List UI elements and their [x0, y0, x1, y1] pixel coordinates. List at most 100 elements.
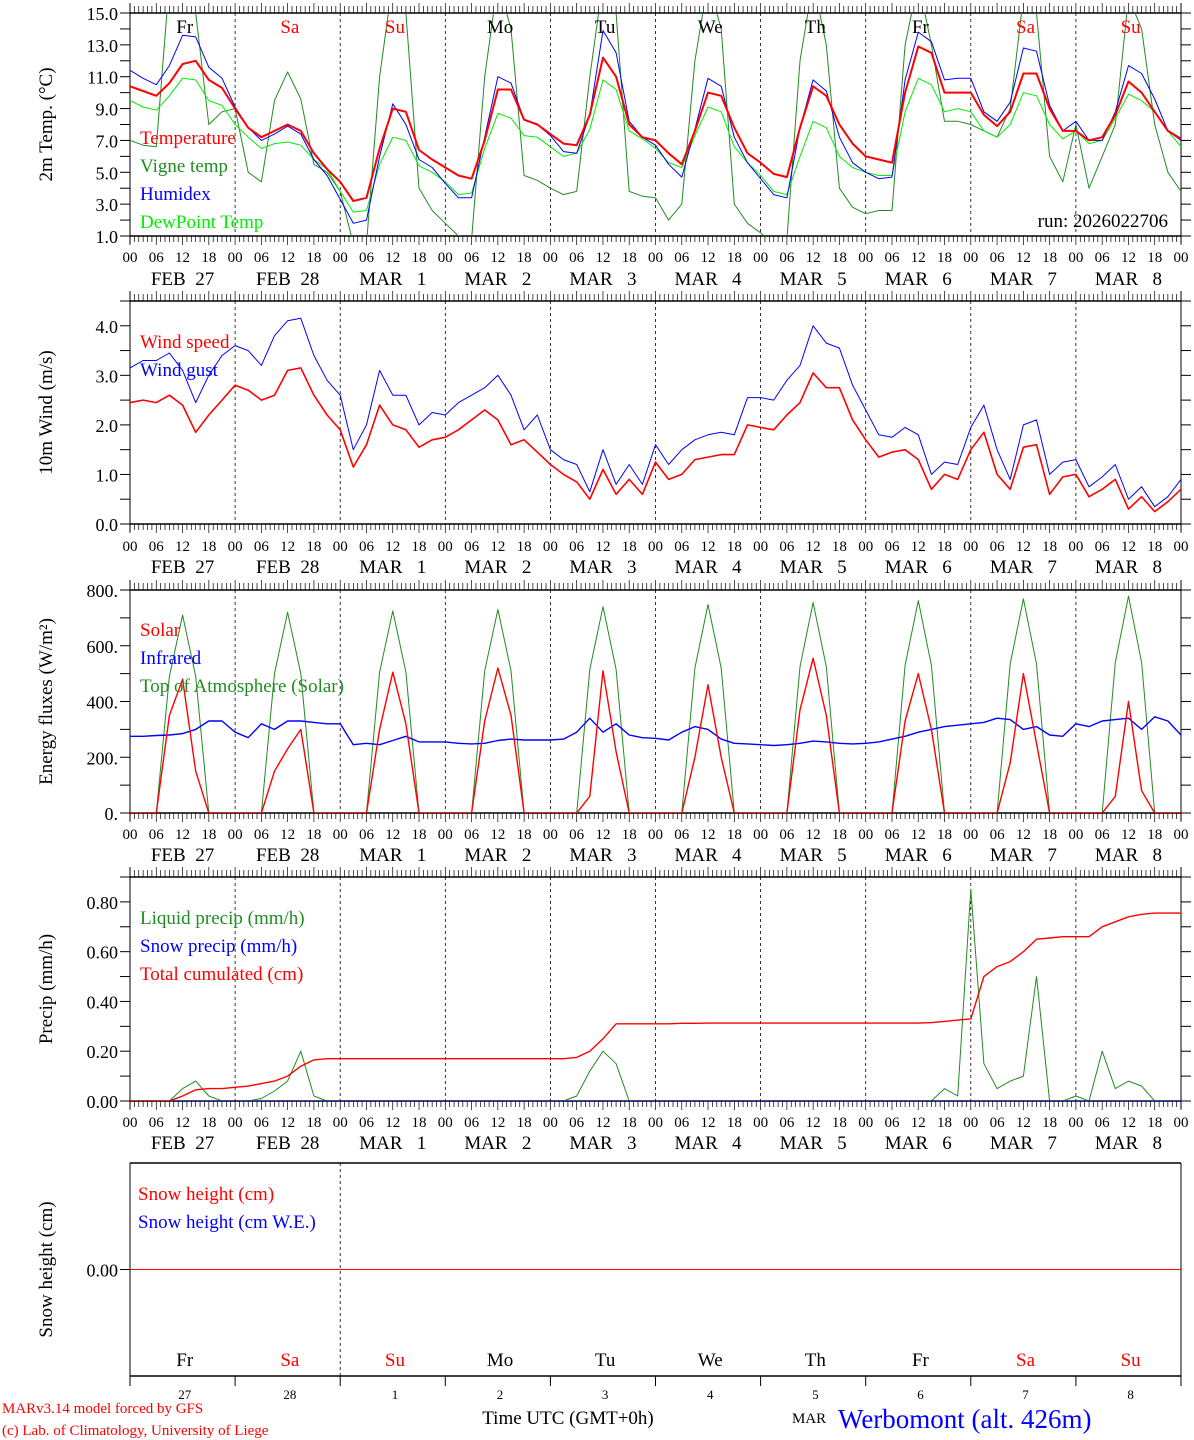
hour-tick-label: 12: [911, 827, 926, 843]
day-number: 1: [392, 1387, 399, 1402]
series-top-of-atmosphere-solar-: [130, 595, 1181, 813]
y-tick-label: 800.: [87, 581, 119, 601]
legend-item: Liquid precip (mm/h): [140, 908, 305, 929]
legend-item: Snow precip (mm/h): [140, 936, 297, 957]
date-label: FEB 28: [256, 557, 319, 578]
date-label: MAR 8: [1095, 1133, 1162, 1154]
date-label: MAR 8: [1095, 845, 1162, 866]
date-label: MAR 6: [885, 269, 952, 290]
date-label: MAR 4: [675, 1133, 743, 1154]
hour-tick-label: 12: [1121, 1115, 1136, 1131]
hour-tick-label: 12: [175, 250, 190, 266]
legend-item: Wind gust: [140, 360, 219, 381]
hour-tick-label: 06: [674, 250, 690, 266]
hour-tick-label: 00: [543, 1115, 558, 1131]
hour-tick-label: 12: [1121, 539, 1136, 555]
hour-tick-label: 06: [464, 250, 480, 266]
legend-item: Snow height (cm): [138, 1184, 274, 1205]
legend-item: Total cumulated (cm): [140, 964, 303, 985]
hour-tick-label: 18: [201, 539, 216, 555]
hour-tick-label: 18: [622, 539, 637, 555]
hour-tick-label: 18: [517, 250, 532, 266]
hour-tick-label: 06: [149, 539, 165, 555]
series-humidex: [130, 30, 1181, 224]
hour-tick-label: 06: [569, 250, 585, 266]
hour-tick-label: 06: [254, 539, 270, 555]
hour-tick-label: 00: [963, 827, 978, 843]
hour-tick-label: 18: [727, 1115, 742, 1131]
hour-tick-label: 00: [1068, 827, 1083, 843]
hour-tick-label: 18: [937, 539, 952, 555]
date-label: MAR 1: [359, 269, 426, 290]
date-label: MAR 4: [675, 269, 743, 290]
hour-tick-label: 18: [1042, 1115, 1057, 1131]
y-tick-label: 0.: [105, 804, 119, 824]
y-tick-label: 0.20: [87, 1042, 119, 1062]
day-name: Fr: [176, 17, 194, 38]
series-temperature: [130, 45, 1181, 202]
day-number: 27: [178, 1387, 192, 1402]
series-dewpoint-temp: [130, 77, 1181, 213]
date-label: MAR 4: [675, 557, 743, 578]
hour-tick-label: 00: [648, 250, 663, 266]
credit-lab: (c) Lab. of Climatology, University of L…: [2, 1423, 269, 1439]
hour-tick-label: 18: [727, 539, 742, 555]
y-tick-label: 5.0: [96, 163, 119, 183]
hour-tick-label: 00: [753, 1115, 768, 1131]
legend-item: Wind speed: [140, 332, 230, 353]
hour-tick-label: 06: [149, 250, 165, 266]
hour-tick-label: 06: [779, 827, 795, 843]
hour-tick-label: 18: [517, 539, 532, 555]
hour-tick-label: 12: [175, 539, 190, 555]
hour-tick-label: 18: [622, 1115, 637, 1131]
hour-tick-label: 18: [832, 1115, 847, 1131]
day-name: Mo: [487, 1350, 513, 1371]
hour-tick-label: 12: [701, 827, 716, 843]
y-tick-label: 0.00: [87, 1092, 119, 1112]
date-label: FEB 27: [151, 269, 214, 290]
day-name: Sa: [280, 17, 300, 38]
hour-tick-label: 06: [254, 1115, 270, 1131]
hour-tick-label: 00: [648, 827, 663, 843]
hour-tick-label: 00: [228, 539, 243, 555]
hour-tick-label: 18: [1147, 1115, 1162, 1131]
legend-item: Top of Atmosphere (Solar): [140, 676, 344, 697]
day-number: 8: [1127, 1387, 1134, 1402]
hour-tick-label: 06: [674, 1115, 690, 1131]
day-name: Th: [805, 17, 827, 38]
day-number: 5: [812, 1387, 819, 1402]
date-label: MAR 2: [464, 1133, 531, 1154]
hour-tick-label: 06: [1095, 250, 1111, 266]
y-tick-label: 1.0: [96, 227, 119, 247]
hour-tick-label: 06: [1095, 1115, 1111, 1131]
hour-tick-label: 12: [175, 827, 190, 843]
hour-tick-label: 06: [464, 1115, 480, 1131]
date-label: MAR 7: [990, 845, 1057, 866]
hour-tick-label: 00: [1174, 1115, 1189, 1131]
hour-tick-label: 06: [674, 539, 690, 555]
x-axis-title: Time UTC (GMT+0h): [482, 1408, 654, 1429]
hour-tick-label: 06: [779, 250, 795, 266]
hour-tick-label: 06: [884, 827, 900, 843]
hour-tick-label: 12: [280, 827, 295, 843]
hour-tick-label: 12: [595, 250, 610, 266]
day-name: We: [698, 1350, 723, 1371]
day-name: Fr: [176, 1350, 194, 1371]
hour-tick-label: 00: [1068, 1115, 1083, 1131]
date-label: FEB 28: [256, 1133, 319, 1154]
hour-tick-label: 18: [1147, 539, 1162, 555]
hour-tick-label: 18: [727, 250, 742, 266]
date-label: MAR 6: [885, 845, 952, 866]
hour-tick-label: 18: [1042, 250, 1057, 266]
hour-tick-label: 06: [1095, 827, 1111, 843]
hour-tick-label: 12: [1016, 250, 1031, 266]
hour-tick-label: 00: [228, 827, 243, 843]
day-name: Th: [805, 1350, 827, 1371]
hour-tick-label: 12: [280, 1115, 295, 1131]
hour-tick-label: 00: [123, 250, 138, 266]
hour-tick-label: 00: [333, 250, 348, 266]
hour-tick-label: 12: [1016, 827, 1031, 843]
y-tick-label: 9.0: [96, 100, 119, 120]
hour-tick-label: 18: [727, 827, 742, 843]
month-label: MAR: [792, 1411, 826, 1427]
